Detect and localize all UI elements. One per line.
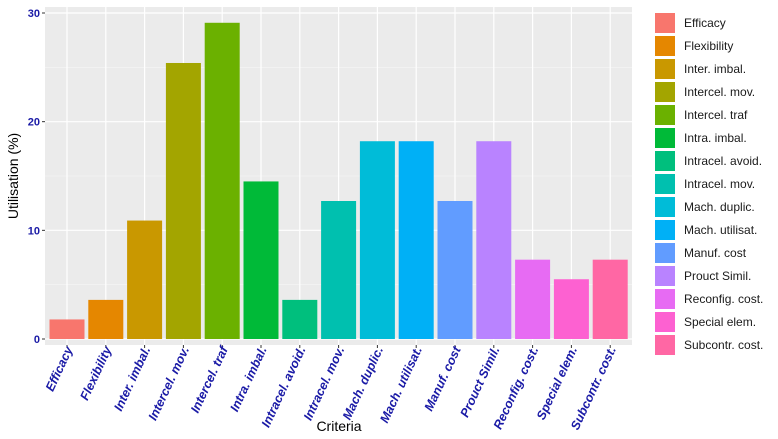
bar [515,259,551,339]
legend-key [655,312,675,332]
legend-key [655,220,675,240]
legend-label: Intercel. traf [684,108,748,122]
bar [243,181,279,339]
legend-label: Prouct Simil. [684,269,751,283]
x-tick-label: Mach. utilisat. [377,344,425,425]
legend-key [655,197,675,217]
x-axis-title: Criteria [316,418,361,434]
y-tick-label: 20 [28,117,40,129]
bar [553,279,589,339]
legend: Efficacy Flexibility Inter. imbal. Intercel… [655,13,763,355]
legend-key [655,151,675,171]
legend-key [655,82,675,102]
bar [359,141,395,339]
y-axis: 0 10 20 30 [28,8,45,346]
bar [127,220,163,339]
bar [437,200,473,339]
bar [321,200,357,339]
y-tick-label: 10 [28,225,40,237]
x-tick-label: Efficacy [43,343,76,393]
x-tick-label: Manuf. cost [422,344,464,414]
x-tick-label: Mach. duplic. [340,344,386,422]
y-tick-label: 30 [28,8,40,20]
x-tick-label: Prouct Simil. [458,344,503,419]
bar [476,141,512,339]
bar [204,22,240,340]
legend-label: Manuf. cost [684,246,747,260]
x-tick-label: Intra. imbal. [227,344,269,413]
legend-label: Subcontr. cost. [684,338,763,352]
legend-key [655,174,675,194]
bar [398,141,434,339]
legend-key [655,59,675,79]
x-tick-label: Special elem. [534,344,580,422]
legend-label: Inter. imbal. [684,62,746,76]
legend-label: Intra. imbal. [684,131,747,145]
legend-label: Mach. duplic. [684,200,755,214]
x-tick-label: Intercel. traf [188,343,232,415]
legend-label: Intercel. mov. [684,85,755,99]
legend-key [655,289,675,309]
bars [49,22,628,340]
legend-label: Reconfig. cost. [684,292,763,306]
y-axis-title: Utilisation (%) [5,133,21,219]
bar [282,299,318,339]
legend-key [655,243,675,263]
bar [49,319,85,339]
legend-key [655,36,675,56]
legend-key [655,105,675,125]
legend-label: Efficacy [684,16,726,30]
legend-key [655,13,675,33]
legend-label: Special elem. [684,315,756,329]
bar [88,299,124,339]
x-tick-label: Intercel. mov. [146,344,192,422]
legend-label: Intracel. avoid. [684,154,762,168]
x-tick-label: Intracel. mov. [301,344,347,422]
x-tick-label: Flexibility [77,343,114,402]
legend-label: Mach. utilisat. [684,223,757,237]
y-tick-label: 0 [34,334,40,346]
legend-key [655,335,675,355]
legend-label: Intracel. mov. [684,177,755,191]
legend-key [655,128,675,148]
bar [592,259,628,339]
x-tick-label: Inter. imbal. [111,344,153,413]
bar [165,62,201,340]
legend-label: Flexibility [684,39,733,53]
legend-key [655,266,675,286]
